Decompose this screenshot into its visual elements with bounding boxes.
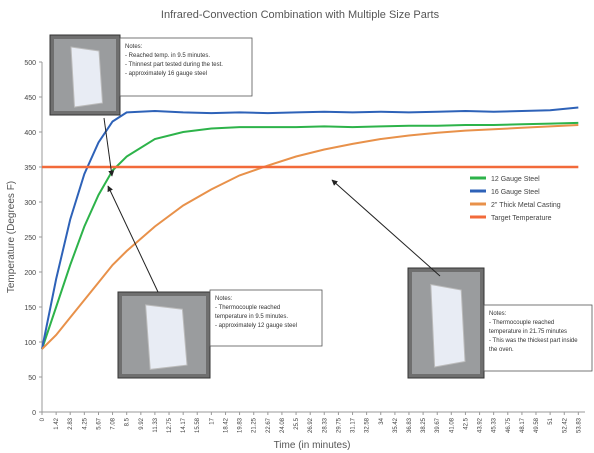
legend-label: 2" Thick Metal Casting	[491, 202, 561, 209]
y-axis-label: Temperature (Degrees F)	[6, 181, 17, 293]
note-text: - This was the thickest part inside	[489, 338, 578, 344]
note-text: Notes:	[215, 296, 233, 302]
note-text: - Thermocouple reached	[215, 305, 280, 311]
x-tick-label: 24.08	[280, 417, 286, 433]
x-tick-label: 1.42	[54, 417, 60, 429]
x-tick-label: 41.08	[449, 417, 455, 433]
photo-part	[430, 283, 466, 368]
x-tick-label: 26.92	[308, 417, 314, 433]
x-tick-label: 7.08	[111, 417, 117, 429]
photo-part	[145, 304, 188, 370]
y-tick-label: 100	[24, 340, 36, 347]
x-tick-label: 32.58	[365, 417, 371, 433]
x-tick-label: 38.25	[421, 417, 427, 433]
x-tick-label: 12.75	[167, 417, 173, 433]
x-tick-label: 0	[40, 417, 46, 421]
series-line	[41, 106, 579, 350]
y-tick-label: 50	[28, 375, 36, 382]
x-tick-label: 29.75	[336, 417, 342, 433]
x-tick-label: 21.25	[252, 417, 258, 433]
y-tick-label: 400	[24, 130, 36, 137]
x-tick-label: 15.58	[195, 417, 201, 433]
x-tick-label: 25.5	[294, 417, 300, 429]
note-text: temperature in 21.75 minutes	[489, 329, 567, 335]
y-tick-label: 0	[32, 410, 36, 417]
x-tick-label: 2.83	[68, 417, 74, 429]
note-text: - approximately 16 gauge steel	[125, 71, 207, 77]
note-box	[483, 304, 593, 372]
x-tick-label: 52.42	[562, 417, 568, 433]
x-tick-label: 31.17	[351, 417, 357, 433]
x-tick-label: 5.67	[96, 417, 102, 429]
x-tick-label: 18.42	[224, 417, 230, 433]
x-tick-label: 45.33	[492, 417, 498, 433]
y-tick-label: 300	[24, 200, 36, 207]
x-tick-label: 14.17	[181, 417, 187, 433]
series-line	[41, 124, 579, 350]
x-tick-label: 17	[209, 417, 215, 424]
note-box	[119, 37, 253, 97]
note-text: - approximately 12 gauge steel	[215, 323, 297, 329]
x-tick-label: 43.92	[478, 417, 484, 433]
photo-part	[70, 46, 104, 108]
x-tick-label: 46.75	[506, 417, 512, 433]
y-tick-label: 200	[24, 270, 36, 277]
legend-label: 12 Gauge Steel	[491, 176, 540, 183]
legend-label: 16 Gauge Steel	[491, 189, 540, 196]
note-text: Notes:	[489, 311, 507, 317]
y-tick-label: 250	[24, 235, 36, 242]
x-tick-label: 19.83	[238, 417, 244, 433]
y-tick-label: 450	[24, 95, 36, 102]
chart-title: Infrared-Convection Combination with Mul…	[161, 9, 440, 21]
x-tick-label: 11.33	[153, 417, 159, 432]
x-tick-label: 51	[548, 417, 554, 424]
x-tick-label: 53.83	[576, 417, 582, 433]
note-box	[209, 289, 323, 347]
x-tick-label: 4.25	[82, 417, 88, 429]
note: Notes: - Thermocouple reached temperature …	[489, 311, 578, 353]
note-text: - Reached temp. in 9.5 minutes.	[125, 53, 210, 59]
arrow	[331, 179, 441, 277]
x-tick-label: 34	[379, 417, 385, 424]
series-line	[41, 121, 579, 350]
x-tick-label: 42.5	[463, 417, 469, 429]
note: Notes: - Reached temp. in 9.5 minutes. - T…	[125, 44, 223, 77]
legend-label: Target Temperature	[491, 215, 552, 222]
note-text: - Thinnest part tested during the test.	[125, 62, 223, 68]
note: Notes: - Thermocouple reached temperature …	[215, 296, 297, 329]
note-text: - Thermocouple reached	[489, 320, 554, 326]
x-tick-label: 39.67	[435, 417, 441, 433]
x-tick-label: 48.17	[520, 417, 526, 433]
note-text: the oven.	[489, 347, 514, 353]
note-text: Notes:	[125, 44, 143, 50]
y-tick-label: 150	[24, 305, 36, 312]
y-tick-label: 350	[24, 165, 36, 172]
y-tick-label: 500	[24, 60, 36, 67]
arrow	[103, 117, 115, 177]
x-tick-label: 9.92	[139, 417, 145, 429]
x-tick-label: 8.5	[125, 417, 131, 426]
arrow	[107, 185, 159, 293]
x-tick-label: 22.67	[266, 417, 272, 433]
note-text: temperature in 9.5 minutes.	[215, 314, 288, 320]
x-tick-label: 36.83	[407, 417, 413, 433]
x-axis-label: Time (in minutes)	[274, 440, 351, 451]
x-tick-label: 28.33	[322, 417, 328, 433]
x-tick-label: 49.58	[534, 417, 540, 433]
x-tick-label: 35.42	[393, 417, 399, 433]
